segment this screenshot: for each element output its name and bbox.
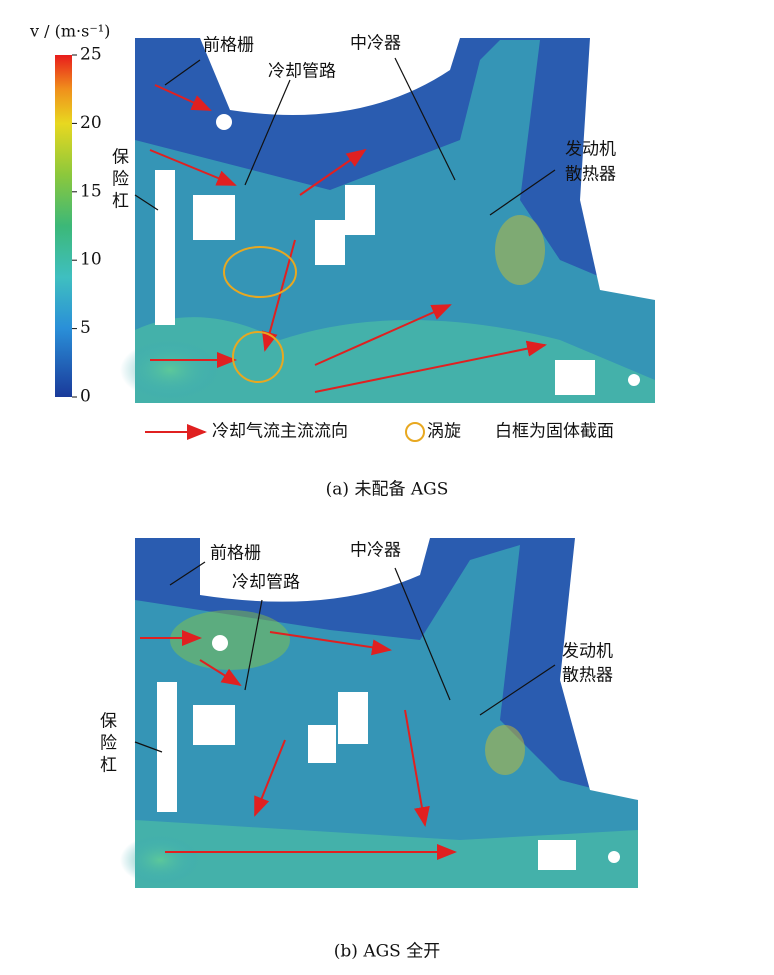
tick-label: 10: [80, 250, 102, 270]
tick-label: 20: [80, 113, 102, 133]
panel-a-labels: 前格栅 冷却管路 中冷器 发动机 散热器 保 险 杠: [112, 34, 616, 212]
label: 中冷器: [350, 34, 401, 54]
label: 保: [112, 148, 129, 168]
label: 散热器: [562, 666, 613, 686]
caption: (a) 未配备 AGS: [326, 480, 449, 500]
label: 险: [112, 170, 129, 190]
tick-label: 5: [80, 318, 91, 338]
legend-label: 白框为固体截面: [495, 422, 614, 442]
tick-label: 25: [80, 45, 102, 65]
tick-label: 0: [80, 387, 91, 407]
label: 险: [100, 734, 117, 754]
panel-b-labels: 前格栅 冷却管路 中冷器 发动机 散热器 保 险 杠: [100, 541, 613, 776]
legend: 冷却气流主流流向 涡旋 白框为固体截面: [145, 422, 614, 442]
colorbar: [55, 55, 72, 397]
panel-b: [120, 538, 638, 888]
label: 冷却管路: [232, 573, 300, 593]
label: 发动机: [562, 642, 613, 662]
label: 发动机: [565, 140, 616, 160]
tick-label: 15: [80, 181, 102, 201]
panel-a: [120, 38, 655, 403]
label: 杠: [112, 192, 129, 212]
label: 冷却管路: [268, 62, 336, 82]
legend-label: 冷却气流主流流向: [212, 422, 348, 442]
colorbar-label: v / (m·s⁻¹): [29, 22, 110, 41]
caption: (b) AGS 全开: [334, 942, 440, 962]
label: 前格栅: [210, 544, 261, 564]
label: 中冷器: [350, 541, 401, 561]
label: 散热器: [565, 165, 616, 185]
label: 前格栅: [203, 36, 254, 56]
legend-label: 涡旋: [427, 422, 461, 442]
label: 杠: [100, 756, 117, 776]
label: 保: [100, 712, 117, 732]
